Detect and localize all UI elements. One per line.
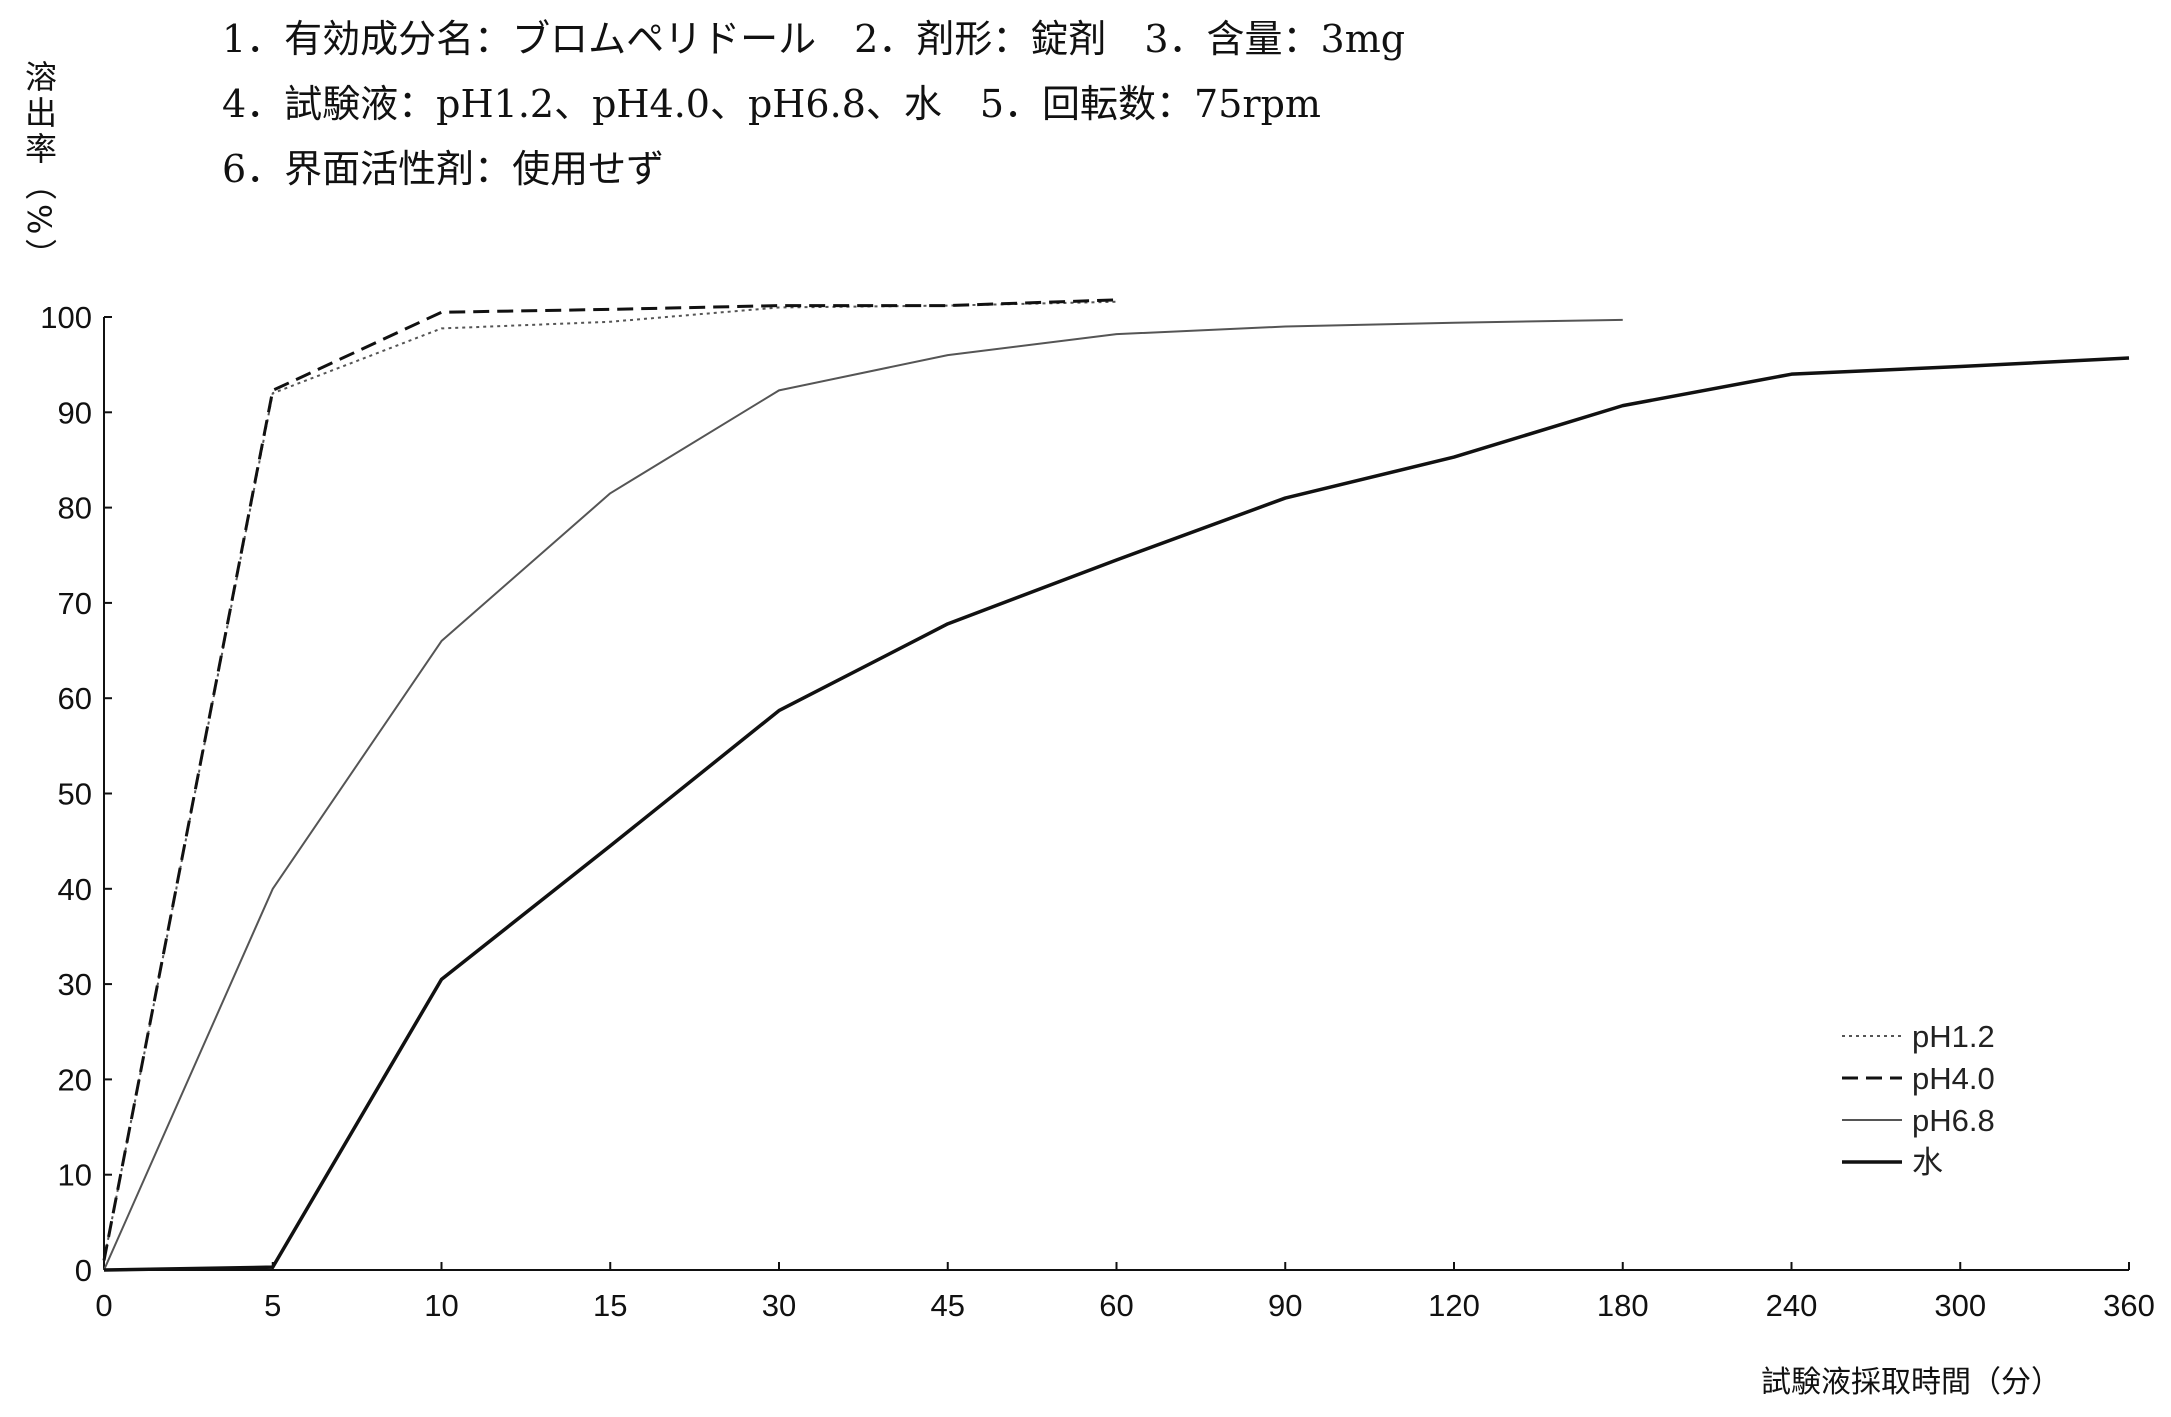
x-tick-label: 10 [424,1288,458,1323]
x-tick-label: 360 [2103,1288,2155,1323]
x-tick-label: 0 [95,1288,112,1323]
legend: pH1.2 pH4.0 pH6.8 水 [1842,1019,1995,1180]
x-tick-label: 5 [264,1288,281,1323]
y-tick-label: 30 [58,967,92,1002]
legend-label: pH1.2 [1912,1019,1995,1054]
x-tick-label: 45 [931,1288,965,1323]
x-tick-label: 15 [593,1288,627,1323]
y-axis-label: 溶出率（%） [20,60,58,274]
series-line-水 [103,356,2130,1272]
series-group [102,298,2130,1272]
series-line-pH1.2 [103,300,1117,1261]
series-line-pH4.0 [102,298,1117,1261]
x-tick-label: 240 [1766,1288,1818,1323]
x-tick-label: 180 [1597,1288,1649,1323]
y-tick-label: 100 [40,300,92,335]
header-line-3: 6．界面活性剤：使用せず [222,147,664,191]
x-tick-label: 300 [1934,1288,1986,1323]
y-tick-label: 60 [58,681,92,716]
y-tick-label: 90 [58,395,92,430]
series-line-pH6.8 [103,318,1623,1271]
y-tick-label: 70 [58,586,92,621]
x-axis-label: 試験液採取時間（分） [1761,1365,2061,1400]
y-tick-label: 20 [58,1062,92,1097]
axes: 0 10 20 30 40 50 60 70 80 90 100 0 5 10 15 30 45 60 90 120 1… [40,300,2155,1323]
legend-label: pH4.0 [1912,1061,1995,1096]
y-tick-label: 10 [58,1158,92,1193]
x-tick-label: 60 [1099,1288,1133,1323]
header-line-2: 4．試験液：pH1.2、pH4.0、pH6.8、水 5．回転数：75rpm [222,82,1321,126]
y-tick-label: 0 [75,1253,92,1288]
y-tick-label: 40 [58,872,92,907]
x-tick-label: 120 [1428,1288,1480,1323]
y-tick-label: 80 [58,491,92,526]
x-tick-label: 30 [762,1288,796,1323]
x-tick-label: 90 [1268,1288,1302,1323]
y-tick-label: 50 [58,777,92,812]
header-line-1: 1．有効成分名：ブロムペリドール 2．剤形：錠剤 3．含量：3mg [222,17,1405,61]
legend-label: 水 [1912,1145,1943,1180]
legend-label: pH6.8 [1912,1103,1995,1138]
